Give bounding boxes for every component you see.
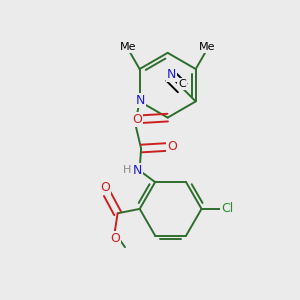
Text: Me: Me — [199, 42, 215, 52]
Text: O: O — [167, 140, 177, 153]
Text: N: N — [136, 94, 145, 107]
Text: C: C — [178, 80, 186, 89]
Text: H: H — [123, 165, 131, 175]
Text: Me: Me — [120, 42, 137, 52]
Text: N: N — [133, 164, 142, 176]
Text: N: N — [167, 68, 176, 81]
Text: O: O — [132, 112, 142, 126]
Text: Cl: Cl — [221, 202, 233, 215]
Text: O: O — [110, 232, 120, 245]
Text: O: O — [100, 181, 110, 194]
